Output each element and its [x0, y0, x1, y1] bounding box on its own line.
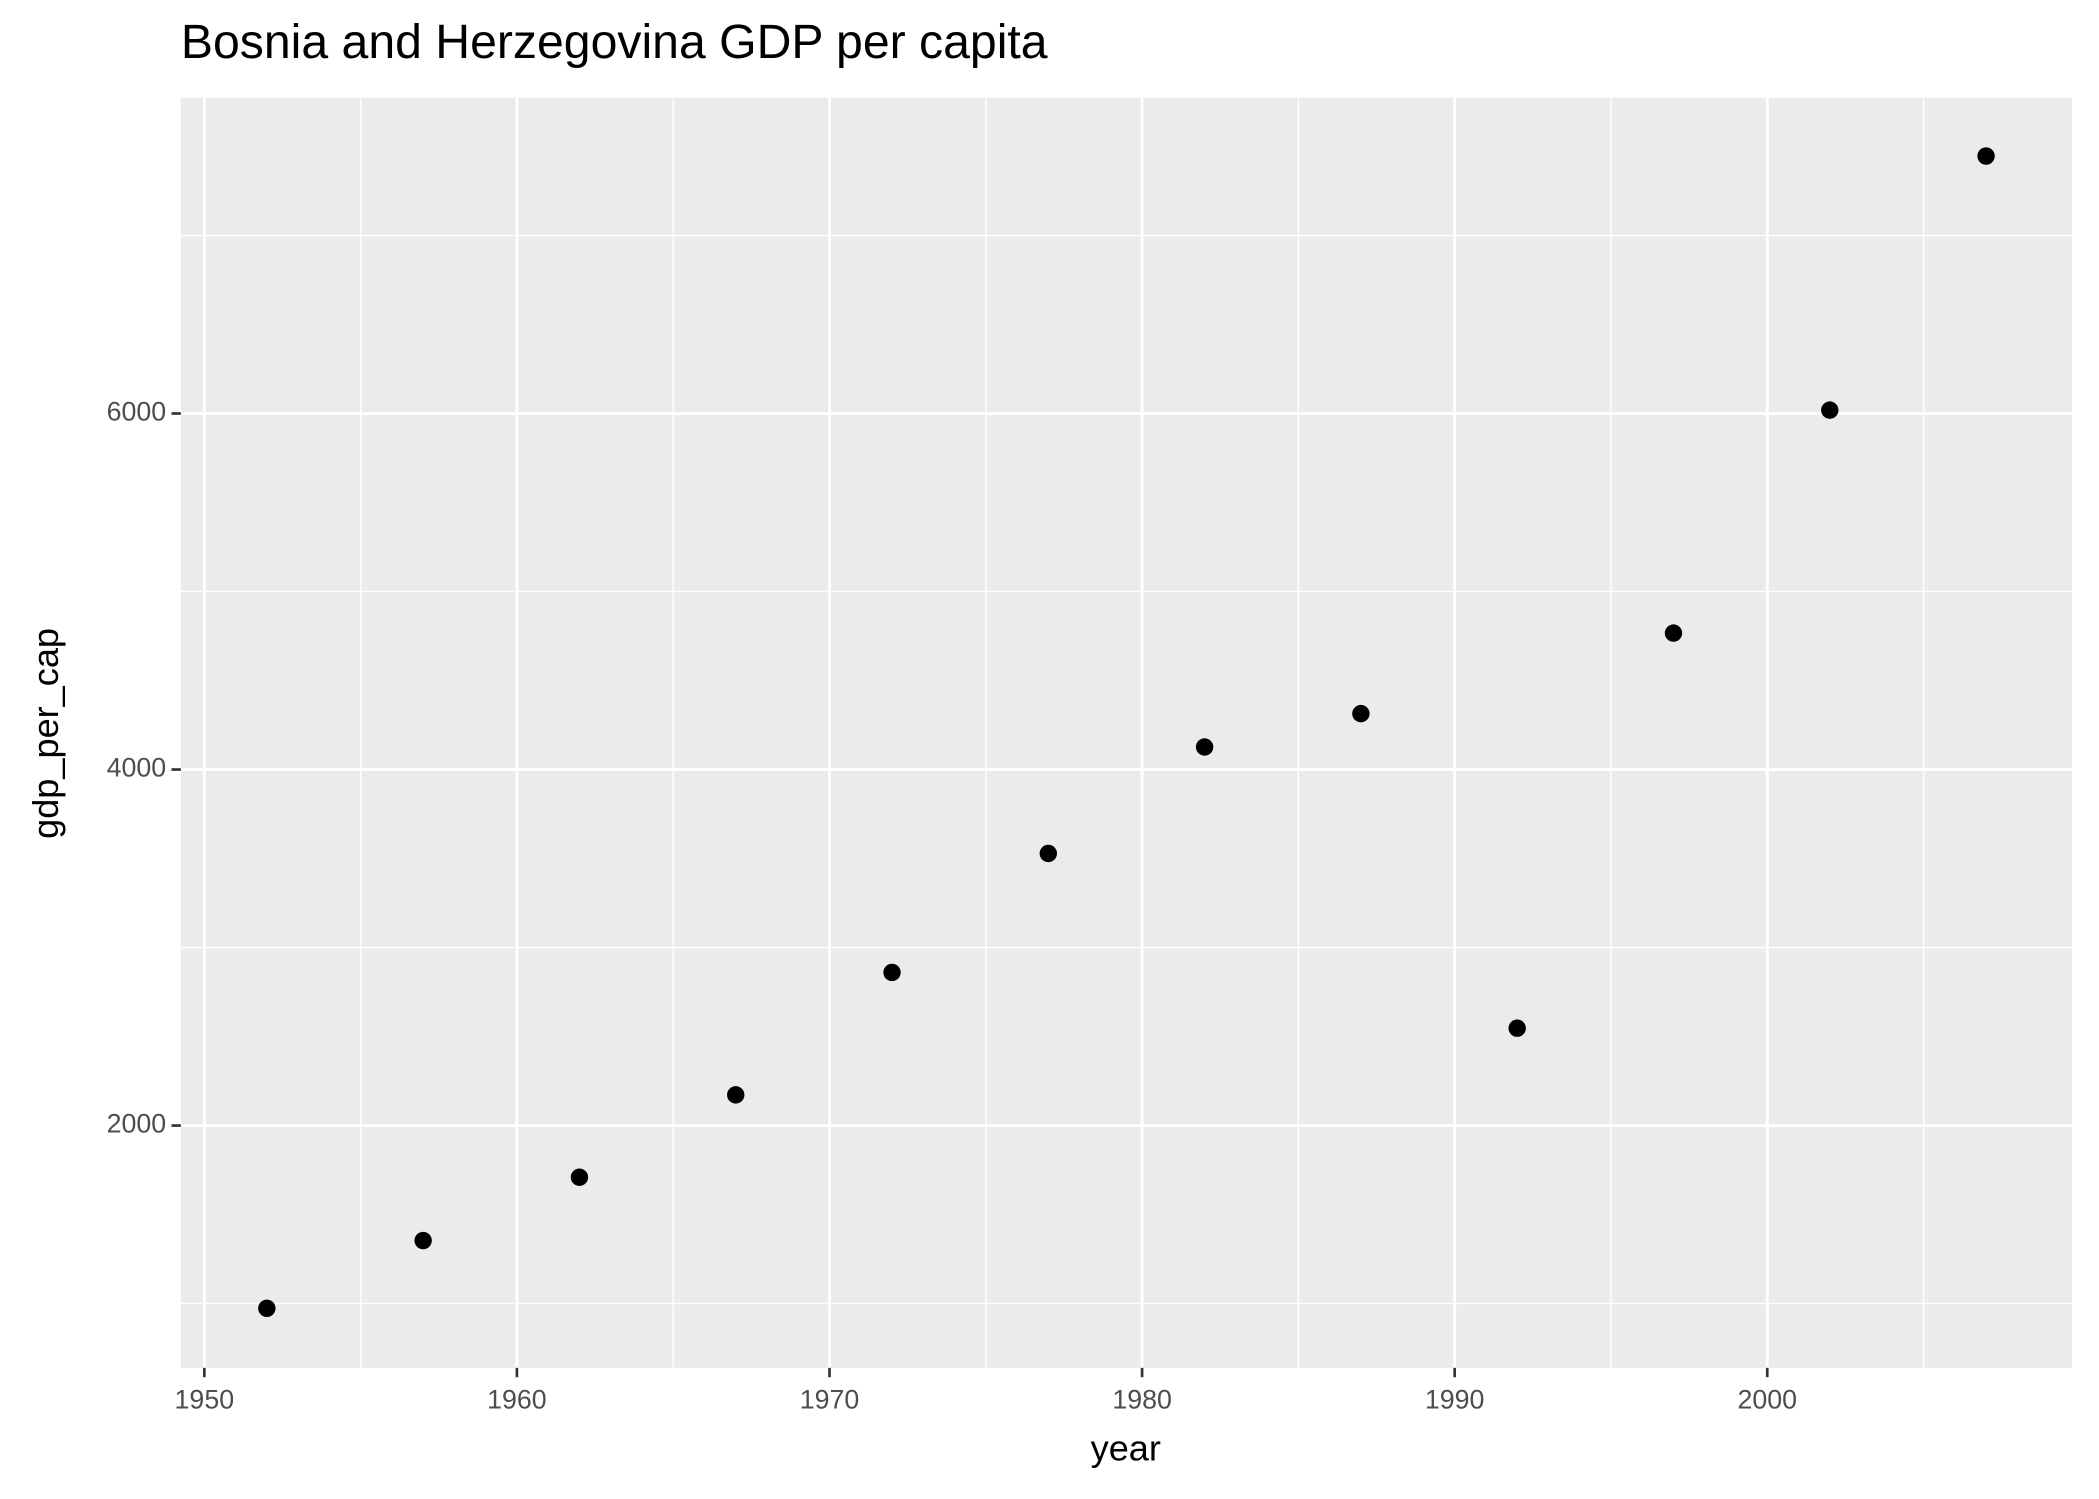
x-tick-label: 2000	[1738, 1384, 1798, 1414]
x-axis-title: year	[1091, 1427, 1161, 1468]
point	[1977, 147, 1995, 165]
y-tick-label: 2000	[107, 1109, 167, 1139]
point	[1821, 401, 1839, 419]
point	[1352, 704, 1370, 723]
x-tick-label: 1980	[1112, 1384, 1172, 1414]
point	[414, 1231, 432, 1250]
y-tick-label: 4000	[107, 753, 167, 783]
x-tick-label: 1970	[800, 1384, 860, 1414]
point	[1508, 1019, 1526, 1037]
point	[1195, 738, 1214, 756]
y-tick-label: 6000	[107, 397, 167, 427]
point	[883, 963, 901, 982]
point	[727, 1086, 745, 1104]
point	[1664, 624, 1683, 642]
chart-title: Bosnia and Herzegovina GDP per capita	[181, 15, 1048, 69]
point	[570, 1168, 589, 1186]
point	[258, 1299, 276, 1317]
plot-panel	[180, 97, 2073, 1368]
y-axis-title: gdp_per_cap	[25, 628, 66, 839]
x-tick-label: 1990	[1425, 1384, 1485, 1414]
x-tick-label: 1960	[487, 1384, 547, 1414]
point	[1039, 844, 1058, 863]
x-tick-label: 1950	[175, 1384, 235, 1414]
